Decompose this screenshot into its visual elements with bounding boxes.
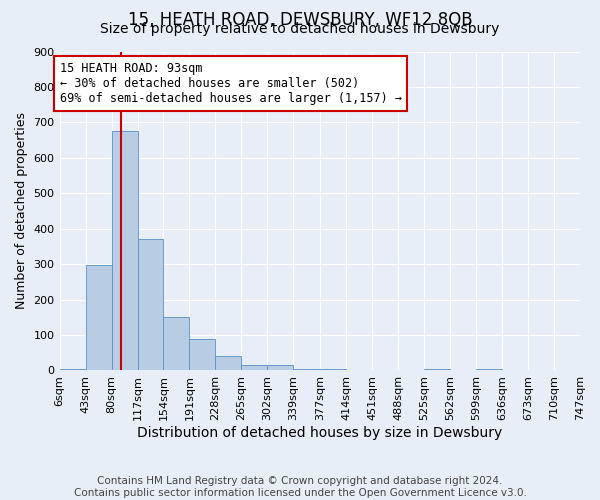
Y-axis label: Number of detached properties: Number of detached properties	[15, 112, 28, 310]
Bar	[268, 365, 293, 370]
Bar	[320, 368, 346, 370]
Bar	[293, 368, 320, 370]
Bar	[163, 318, 190, 370]
Bar	[215, 356, 241, 370]
Bar	[86, 265, 112, 370]
Bar	[424, 368, 450, 370]
Text: 15 HEATH ROAD: 93sqm
← 30% of detached houses are smaller (502)
69% of semi-deta: 15 HEATH ROAD: 93sqm ← 30% of detached h…	[59, 62, 401, 105]
X-axis label: Distribution of detached houses by size in Dewsbury: Distribution of detached houses by size …	[137, 426, 502, 440]
Text: 15, HEATH ROAD, DEWSBURY, WF12 8QB: 15, HEATH ROAD, DEWSBURY, WF12 8QB	[128, 11, 472, 29]
Bar	[241, 365, 268, 370]
Text: Size of property relative to detached houses in Dewsbury: Size of property relative to detached ho…	[100, 22, 500, 36]
Bar	[190, 338, 215, 370]
Bar	[59, 368, 86, 370]
Bar	[476, 368, 502, 370]
Bar	[137, 240, 163, 370]
Bar	[112, 131, 137, 370]
Text: Contains HM Land Registry data © Crown copyright and database right 2024.
Contai: Contains HM Land Registry data © Crown c…	[74, 476, 526, 498]
